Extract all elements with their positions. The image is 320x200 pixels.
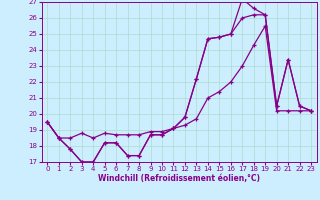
X-axis label: Windchill (Refroidissement éolien,°C): Windchill (Refroidissement éolien,°C) — [98, 174, 260, 183]
